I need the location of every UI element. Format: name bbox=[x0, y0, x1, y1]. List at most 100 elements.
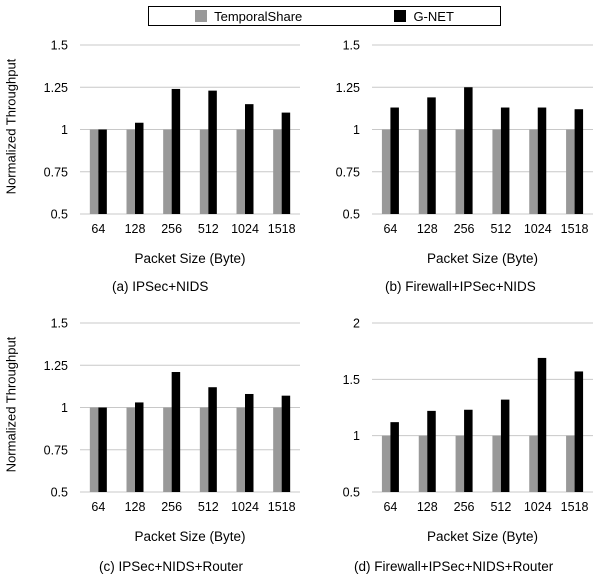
caption-d: (d) Firewall+IPSec+NIDS+Router bbox=[354, 559, 554, 574]
bar-temporalshare bbox=[418, 435, 428, 492]
bar-gnet bbox=[427, 410, 436, 492]
x-axis-label: Packet Size (Byte) bbox=[134, 529, 245, 544]
y-tick-label: 1 bbox=[353, 123, 360, 137]
x-tick-label: 512 bbox=[198, 222, 219, 236]
bar-gnet bbox=[464, 87, 473, 214]
y-tick-label: 1.25 bbox=[44, 359, 68, 373]
x-tick-label: 256 bbox=[454, 222, 475, 236]
bar-temporalshare bbox=[273, 407, 282, 492]
x-tick-label: 1518 bbox=[268, 222, 296, 236]
y-tick-label: 1 bbox=[61, 401, 68, 415]
y-tick-label: 1.5 bbox=[51, 39, 68, 53]
x-tick-label: 128 bbox=[417, 500, 438, 514]
x-tick-label: 64 bbox=[383, 500, 397, 514]
bar-temporalshare bbox=[529, 435, 538, 492]
x-axis-label: Packet Size (Byte) bbox=[427, 251, 538, 266]
y-tick-label: 0.5 bbox=[343, 486, 360, 500]
y-tick-label: 1 bbox=[353, 429, 360, 443]
y-tick-label: 1 bbox=[61, 123, 68, 137]
legend-entry-gnet: G-NET bbox=[394, 8, 454, 24]
bar-gnet bbox=[464, 409, 473, 492]
y-axis-label-bottom: Normalized Throughput bbox=[3, 336, 19, 473]
x-tick-label: 1024 bbox=[231, 222, 259, 236]
bar-gnet bbox=[98, 407, 107, 492]
gnet-swatch bbox=[394, 10, 407, 22]
bar-temporalshare bbox=[199, 407, 209, 492]
y-tick-label: 1.25 bbox=[44, 81, 68, 95]
x-axis-label: Packet Size (Byte) bbox=[427, 529, 538, 544]
bar-gnet bbox=[208, 387, 217, 492]
y-tick-label: 0.5 bbox=[51, 486, 68, 500]
bar-temporalshare bbox=[529, 129, 538, 214]
bar-gnet bbox=[537, 357, 547, 492]
bar-gnet bbox=[500, 107, 510, 214]
bar-gnet bbox=[537, 107, 547, 214]
bar-gnet bbox=[500, 399, 510, 492]
y-tick-label: 2 bbox=[353, 317, 360, 331]
legend-label-gnet: G-NET bbox=[413, 8, 454, 24]
x-tick-label: 1518 bbox=[561, 500, 589, 514]
x-tick-label: 256 bbox=[161, 500, 182, 514]
bar-temporalshare bbox=[492, 435, 501, 492]
bar-gnet bbox=[427, 97, 436, 214]
bar-gnet bbox=[281, 112, 291, 214]
bar-temporalshare bbox=[381, 129, 391, 214]
bar-gnet bbox=[574, 371, 584, 492]
y-tick-label: 1.5 bbox=[51, 317, 68, 331]
caption-a: (a) IPSec+NIDS bbox=[112, 279, 209, 294]
caption-c: (c) IPSec+NIDS+Router bbox=[99, 559, 244, 574]
legend-entry-temporalshare: TemporalShare bbox=[195, 9, 302, 24]
legend: TemporalShare G-NET bbox=[148, 6, 501, 26]
y-axis-label-top: Normalized Throughput bbox=[3, 58, 19, 195]
y-tick-label: 0.5 bbox=[343, 208, 360, 222]
temporalshare-swatch bbox=[195, 10, 208, 22]
bar-gnet bbox=[98, 129, 107, 214]
bar-gnet bbox=[390, 107, 399, 214]
bar-temporalshare bbox=[89, 407, 99, 492]
x-tick-label: 512 bbox=[198, 500, 219, 514]
x-tick-label: 256 bbox=[454, 500, 475, 514]
bar-gnet bbox=[171, 88, 181, 214]
y-tick-label: 1.5 bbox=[343, 373, 360, 387]
bar-gnet bbox=[281, 395, 291, 492]
bar-temporalshare bbox=[455, 435, 465, 492]
x-tick-label: 128 bbox=[125, 500, 146, 514]
y-tick-label: 1.5 bbox=[343, 39, 360, 53]
bar-gnet bbox=[171, 372, 181, 492]
bar-gnet bbox=[135, 122, 144, 214]
x-tick-label: 1024 bbox=[524, 500, 552, 514]
caption-b: (b) Firewall+IPSec+NIDS bbox=[385, 279, 536, 294]
bar-temporalshare bbox=[236, 129, 245, 214]
x-tick-label: 128 bbox=[417, 222, 438, 236]
bar-temporalshare bbox=[126, 129, 135, 214]
bar-gnet bbox=[245, 104, 254, 214]
bar-gnet bbox=[574, 109, 584, 214]
bar-temporalshare bbox=[418, 129, 428, 214]
y-tick-label: 0.5 bbox=[51, 208, 68, 222]
x-tick-label: 256 bbox=[161, 222, 182, 236]
x-tick-label: 128 bbox=[125, 222, 146, 236]
bar-temporalshare bbox=[236, 407, 245, 492]
x-tick-label: 512 bbox=[490, 222, 511, 236]
x-tick-label: 512 bbox=[490, 500, 511, 514]
bar-temporalshare bbox=[381, 435, 391, 492]
bar-gnet bbox=[208, 90, 217, 214]
bar-temporalshare bbox=[566, 435, 575, 492]
bar-gnet bbox=[390, 422, 399, 492]
bar-temporalshare bbox=[89, 129, 99, 214]
x-tick-label: 1024 bbox=[524, 222, 552, 236]
bar-temporalshare bbox=[199, 129, 209, 214]
legend-label-temporalshare: TemporalShare bbox=[214, 8, 303, 24]
y-tick-label: 0.75 bbox=[44, 443, 68, 457]
bar-gnet bbox=[245, 393, 254, 492]
y-tick-label: 0.75 bbox=[44, 165, 68, 179]
bar-gnet bbox=[135, 402, 144, 492]
x-tick-label: 1518 bbox=[268, 500, 296, 514]
x-tick-label: 64 bbox=[91, 500, 105, 514]
y-tick-label: 1.25 bbox=[336, 81, 360, 95]
bar-temporalshare bbox=[273, 129, 282, 214]
bar-temporalshare bbox=[126, 407, 135, 492]
y-tick-label: 0.75 bbox=[336, 165, 360, 179]
bar-temporalshare bbox=[492, 129, 501, 214]
